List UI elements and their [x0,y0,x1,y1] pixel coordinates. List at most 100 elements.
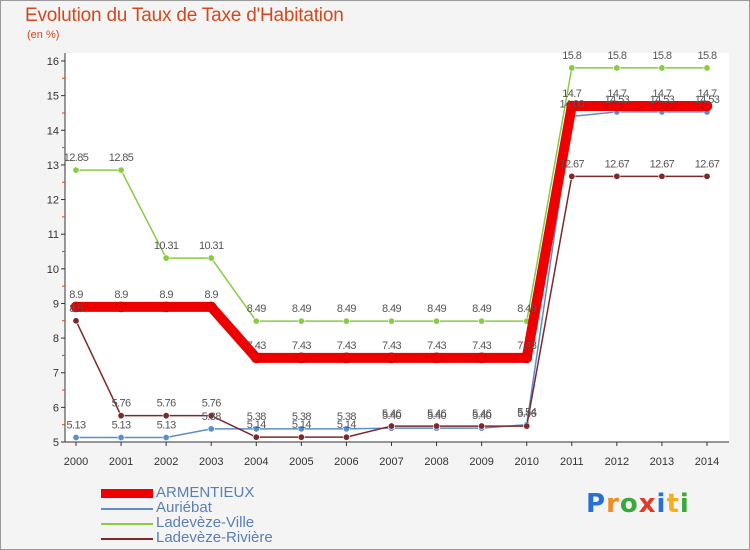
data-point [250,352,262,364]
data-label: 5.46 [517,408,536,420]
data-point [252,433,260,441]
data-label: 12.67 [695,158,720,170]
logo-letter: r [606,489,620,519]
y-tick-label: 11 [48,229,59,241]
data-point [115,301,127,313]
data-point [658,64,666,72]
data-label: 10.31 [154,240,179,252]
data-point [117,166,125,174]
data-point [387,422,395,430]
data-label: 5.40 [427,410,446,422]
logo-letter: i [656,489,667,519]
data-point [613,172,621,180]
data-label: 15.8 [697,50,716,62]
data-point [433,317,441,325]
data-point [613,64,621,72]
data-label: 14.53 [650,94,675,106]
data-label: 5.13 [66,419,85,431]
data-point [523,422,531,430]
data-label: 15.8 [562,50,581,62]
data-point [205,301,217,313]
data-label: 14.7 [652,88,671,100]
y-tick-label: 13 [47,160,59,172]
data-label: 15.8 [607,50,626,62]
data-label: 7.43 [472,340,491,352]
data-label: 15.8 [652,50,671,62]
data-label: 12.85 [109,152,134,164]
y-tick-label: 7 [53,368,59,380]
data-point [433,422,441,430]
data-point [703,64,711,72]
data-point [70,301,82,313]
data-label: 12.67 [605,158,630,170]
data-point [568,64,576,72]
data-label: 5.13 [157,419,176,431]
data-point [162,412,170,420]
data-point [701,100,713,112]
data-label: 5.76 [202,398,221,410]
data-label: 7.43 [247,340,266,352]
y-tick-label: 9 [53,298,59,310]
data-point [656,100,668,112]
data-label: 5.38 [202,411,221,423]
y-tick-label: 6 [53,402,59,414]
x-tick-label: 2005 [289,456,313,468]
data-label: 14.53 [695,94,720,106]
data-label: 5.38 [247,411,266,423]
y-tick-label: 10 [47,264,59,276]
data-label: 14.7 [562,88,581,100]
x-tick-label: 2008 [424,456,448,468]
y-tick-label: 8 [53,333,59,345]
data-label: 8.9 [114,289,128,301]
data-point [341,352,352,364]
data-label: 7.43 [292,340,311,352]
logo-letter: P [586,489,607,519]
data-point [117,412,125,420]
data-point [703,172,711,180]
data-point [297,317,305,325]
data-point [611,100,623,112]
proxiti-logo: Proxiti [586,489,690,519]
data-label: 7.43 [517,340,536,352]
data-label: 10.31 [199,240,224,252]
data-point [658,172,666,180]
x-tick-label: 2010 [514,456,538,468]
data-point [207,412,215,420]
data-label: 14.53 [605,94,630,106]
legend-swatch [101,508,153,510]
legend-item: Ladevèze-Ville [101,515,361,531]
legend-label: ARMENTIEUX [156,484,255,501]
data-label: 8.49 [337,303,356,315]
data-point [252,425,260,433]
data-point [162,433,170,441]
legend-swatch [101,538,153,540]
data-label: 8.49 [247,303,266,315]
x-tick-label: 2013 [650,456,674,468]
data-label: 12.85 [64,152,89,164]
data-label: 8.5 [69,303,83,315]
data-label: 5.38 [337,411,356,423]
data-label: 5.40 [472,410,491,422]
data-label: 8.49 [382,303,401,315]
x-tick-label: 2002 [154,456,178,468]
logo-letter: x [638,489,657,519]
data-point [72,433,80,441]
data-label: 8.9 [69,289,83,301]
data-label: 7.43 [382,340,401,352]
y-tick-label: 16 [47,56,59,68]
data-label: 5.14 [337,419,356,431]
data-point [342,433,350,441]
data-label: 8.9 [204,289,218,301]
data-point [342,317,350,325]
data-point [207,425,215,433]
x-tick-label: 2009 [469,456,493,468]
data-point [160,301,172,313]
data-label: 5.14 [247,419,266,431]
data-label: 7.43 [337,340,356,352]
chart-subtitle: (en %) [27,29,60,41]
data-label: 7.43 [427,340,446,352]
x-tick-label: 2007 [379,456,403,468]
logo-letter: t [666,489,680,519]
